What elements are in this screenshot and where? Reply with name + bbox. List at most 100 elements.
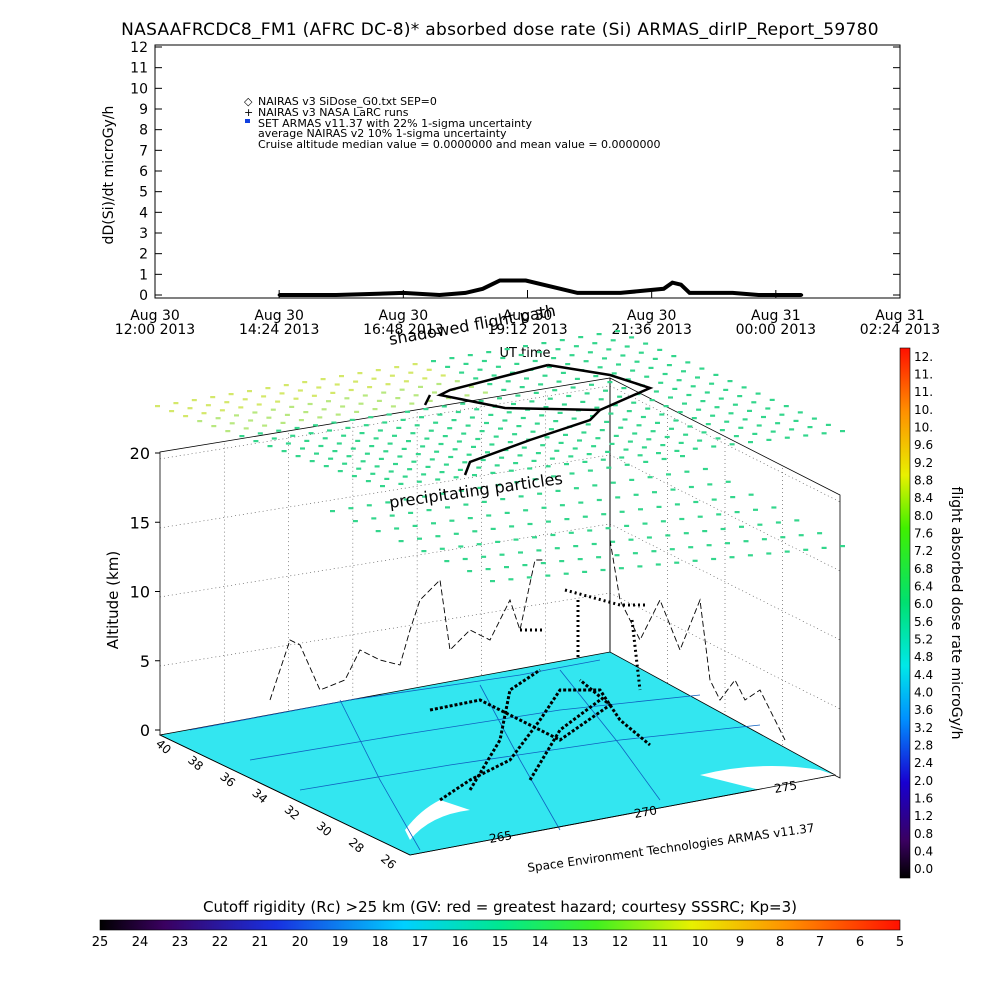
particle-mark xyxy=(551,475,557,478)
particle-mark xyxy=(628,538,634,541)
particle-mark xyxy=(652,491,657,494)
lat-tick-label: 38 xyxy=(185,753,206,774)
rigidity-tick-label: 14 xyxy=(532,935,549,950)
particle-mark xyxy=(330,391,336,394)
particle-mark xyxy=(725,542,730,545)
particle-mark xyxy=(298,419,304,422)
particle-mark xyxy=(563,572,569,575)
top-ytick-label: 4 xyxy=(139,205,148,221)
particle-mark xyxy=(548,428,554,431)
particle-mark xyxy=(355,439,361,442)
dose-tick-label: 12. xyxy=(914,350,933,364)
particle-mark xyxy=(668,396,673,399)
top-series-point xyxy=(662,287,666,291)
top-ytick-label: 3 xyxy=(139,226,148,242)
particle-mark xyxy=(572,447,578,450)
particle-mark xyxy=(519,386,525,389)
lon-tick-label: 265 xyxy=(488,828,513,846)
annotation-armas: Space Environment Technologies ARMAS v11… xyxy=(526,821,815,875)
particle-mark xyxy=(318,444,324,448)
particle-mark xyxy=(267,445,273,448)
particle-mark xyxy=(439,547,445,550)
particle-mark xyxy=(454,380,460,383)
particle-mark xyxy=(566,394,572,398)
rigidity-tick-label: 5 xyxy=(896,935,904,950)
rigidity-tick-label: 24 xyxy=(132,935,149,950)
z-tick-label: 20 xyxy=(130,444,150,463)
particle-mark xyxy=(680,455,685,458)
particle-mark xyxy=(474,408,480,411)
particle-mark xyxy=(498,427,503,430)
particle-mark xyxy=(308,432,314,435)
particle-mark xyxy=(326,400,331,403)
particle-mark xyxy=(672,387,678,390)
particle-mark xyxy=(568,455,574,458)
particle-mark xyxy=(521,446,527,449)
top-legend: ◇ NAIRAS v3 SiDose_G0.txt SEP=0 + NAIRAS… xyxy=(244,95,661,151)
particle-mark xyxy=(511,402,516,406)
particle-mark xyxy=(332,450,338,453)
particle-mark xyxy=(327,429,332,432)
particle-mark xyxy=(603,389,608,392)
particle-mark xyxy=(569,472,575,475)
particle-mark xyxy=(538,383,544,386)
particle-mark xyxy=(252,411,258,414)
particle-mark xyxy=(743,540,749,543)
rigidity-tick-label: 21 xyxy=(252,935,269,950)
top-xtick-label-date: Aug 31 xyxy=(875,308,925,324)
particle-mark xyxy=(582,570,588,573)
particle-mark xyxy=(607,381,613,384)
particle-mark xyxy=(336,442,342,445)
particle-mark xyxy=(514,362,520,365)
particle-mark xyxy=(684,470,690,473)
particle-mark xyxy=(663,405,669,408)
particle-mark xyxy=(537,351,543,354)
particle-mark xyxy=(596,333,602,336)
particle-mark xyxy=(618,567,624,570)
particle-mark xyxy=(615,330,620,333)
top-xtick-label-time: 00:00 2013 xyxy=(736,322,816,338)
particle-mark xyxy=(500,356,506,360)
top-xtick-label-time: 16:48 2013 xyxy=(363,322,443,338)
particle-mark xyxy=(644,375,650,378)
particle-mark xyxy=(610,481,616,484)
particle-mark xyxy=(711,445,717,448)
particle-mark xyxy=(622,418,628,421)
particle-mark xyxy=(662,372,668,376)
particle-mark xyxy=(687,425,693,428)
rigidity-tick-label: 12 xyxy=(612,935,629,950)
particle-mark xyxy=(636,424,642,427)
ocean-patch xyxy=(405,800,470,840)
particle-mark xyxy=(646,536,652,539)
particle-mark xyxy=(578,336,584,339)
particle-mark xyxy=(271,437,277,440)
particle-mark xyxy=(415,453,421,456)
particle-mark xyxy=(709,382,715,385)
particle-mark xyxy=(155,405,160,408)
particle-mark xyxy=(294,426,300,430)
particle-mark xyxy=(293,397,299,400)
particle-mark xyxy=(201,412,207,415)
particle-mark xyxy=(600,458,606,461)
particle-mark xyxy=(641,446,647,449)
top-ytick-label: 12 xyxy=(130,40,148,56)
particle-mark xyxy=(649,399,655,402)
particle-mark xyxy=(748,493,754,496)
particle-mark xyxy=(330,510,335,513)
rigidity-gradient xyxy=(99,919,901,931)
particle-mark xyxy=(444,560,450,563)
particle-mark xyxy=(359,432,365,435)
dose-colorbar-gradient xyxy=(899,347,911,879)
particle-mark xyxy=(676,379,682,382)
particle-mark xyxy=(569,354,575,357)
legend-entry-1: NAIRAS v3 NASA LaRC runs xyxy=(258,106,409,119)
dose-tick-label: 0.8 xyxy=(914,827,933,841)
particle-mark xyxy=(334,383,340,386)
dose-tick-label: 6.4 xyxy=(914,580,933,594)
top-ytick-label: 8 xyxy=(139,123,148,139)
particle-mark xyxy=(486,514,492,517)
particle-mark xyxy=(642,522,648,525)
particle-mark xyxy=(587,469,593,472)
particle-mark xyxy=(388,470,394,473)
legend-marker-blue xyxy=(245,119,250,123)
